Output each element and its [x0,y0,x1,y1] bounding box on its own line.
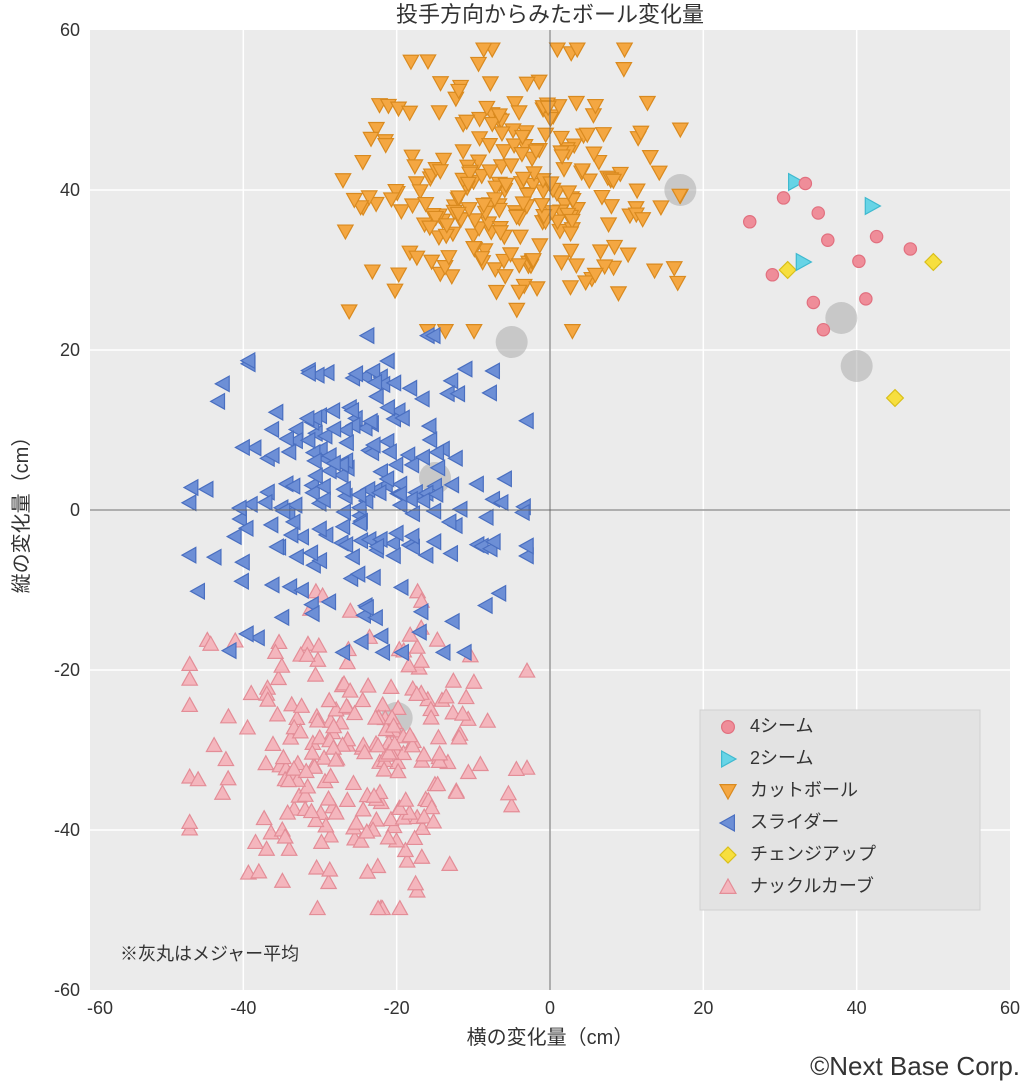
xtick-label: 0 [545,998,555,1018]
chart-title: 投手方向からみたボール変化量 [396,2,704,27]
legend-label: ナックルカーブ [750,875,874,896]
league-avg-marker [496,326,528,358]
xtick-label: 20 [693,998,713,1018]
scatter-chart: -60 -40 -20 0 20 40 60 -60 -40 -20 0 20 40 60 投手方向からみた… [0,0,1036,1089]
note-text: ※灰丸はメジャー平均 [120,944,299,964]
data-point [822,234,834,246]
data-point [812,207,824,219]
ytick-label: -60 [54,980,80,1000]
legend-label: 2シーム [750,748,813,768]
data-point [807,296,819,308]
credit-text: ©Next Base Corp. [810,1051,1020,1081]
xtick-label: 60 [1000,998,1020,1018]
data-point [799,177,811,189]
x-axis-label: 横の変化量（cm） [467,1026,634,1049]
xtick-label: 40 [847,998,867,1018]
data-point [904,243,916,255]
data-point [766,269,778,281]
legend-label: 4シーム [750,716,813,736]
ytick-label: -20 [54,660,80,680]
league-avg-marker [841,350,873,382]
ytick-label: 40 [60,180,80,200]
data-point [853,255,865,267]
data-point [722,721,735,734]
ytick-label: 60 [60,20,80,40]
y-axis-label: 縦の変化量（cm） [10,427,33,594]
data-point [860,293,872,305]
league-avg-marker [825,302,857,334]
ytick-label: -40 [54,820,80,840]
data-point [777,192,789,204]
ytick-label: 0 [70,500,80,520]
data-point [817,324,829,336]
legend-label: カットボール [750,780,858,800]
legend-label: スライダー [750,812,839,832]
xtick-label: -60 [87,998,113,1018]
chart-container: -60 -40 -20 0 20 40 60 -60 -40 -20 0 20 40 60 投手方向からみた… [0,0,1036,1089]
ytick-label: 20 [60,340,80,360]
data-point [870,230,882,242]
xtick-label: -20 [384,998,410,1018]
xtick-label: -40 [230,998,256,1018]
legend-label: チェンジアップ [750,844,876,864]
data-point [744,216,756,228]
